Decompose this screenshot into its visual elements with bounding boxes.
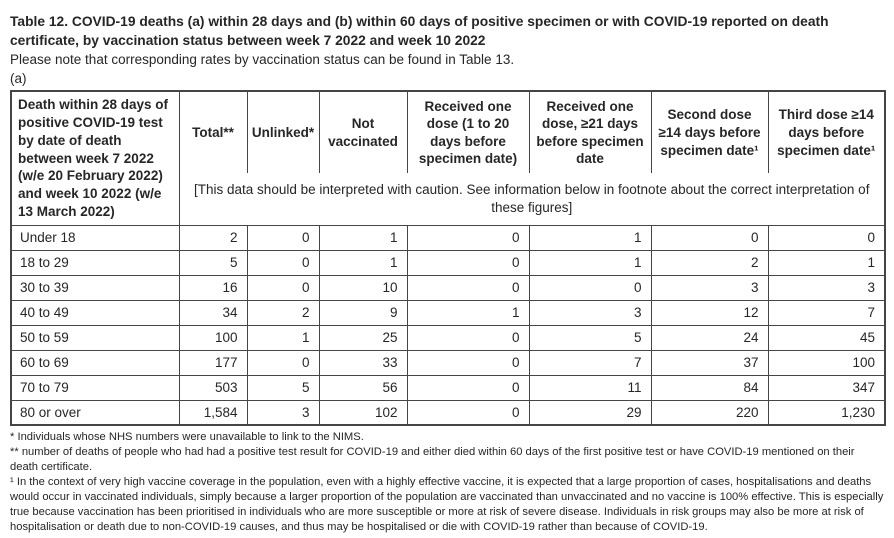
table-row: 30 to 39 16 0 10 0 0 3 3 xyxy=(10,274,886,301)
cell-second-dose: 2 xyxy=(650,249,769,276)
table-row: 70 to 79 503 5 56 0 11 84 347 xyxy=(10,374,886,401)
cell-unlinked: 0 xyxy=(246,349,320,376)
cell-not-vaccinated: 33 xyxy=(318,349,408,376)
cell-one-dose-21plus: 0 xyxy=(528,274,652,301)
cell-unlinked: 5 xyxy=(246,374,320,401)
cell-second-dose: 0 xyxy=(650,224,769,251)
cell-not-vaccinated: 56 xyxy=(318,374,408,401)
cell-not-vaccinated: 102 xyxy=(318,399,408,426)
cell-second-dose: 3 xyxy=(650,274,769,301)
cell-third-dose: 3 xyxy=(767,274,886,301)
cell-second-dose: 220 xyxy=(650,399,769,426)
row-label: 60 to 69 xyxy=(10,349,180,376)
cell-not-vaccinated: 9 xyxy=(318,299,408,326)
column-header-third-dose: Third dose ≥14 days before specimen date… xyxy=(767,91,886,174)
footnote-vaccine-context: ¹ In the context of very high vaccine co… xyxy=(10,475,884,533)
cell-total: 5 xyxy=(178,249,248,276)
column-header-one-dose-21plus: Received one dose, ≥21 days before speci… xyxy=(528,91,652,174)
panel-label: (a) xyxy=(10,71,27,87)
caution-row: [This data should be interpreted with ca… xyxy=(11,173,885,226)
cell-unlinked: 0 xyxy=(246,274,320,301)
subtitle-note: Please note that corresponding rates by … xyxy=(10,52,515,68)
cell-third-dose: 1 xyxy=(767,249,886,276)
column-header-not-vaccinated: Not vaccinated xyxy=(318,91,408,174)
column-header-total: Total** xyxy=(178,91,248,174)
cell-third-dose: 100 xyxy=(767,349,886,376)
table-row: Under 18 2 0 1 0 1 0 0 xyxy=(10,224,886,251)
row-label: Under 18 xyxy=(10,224,180,251)
row-label: 50 to 59 xyxy=(10,324,180,351)
cell-unlinked: 3 xyxy=(246,399,320,426)
cell-total: 34 xyxy=(178,299,248,326)
table-row: 18 to 29 5 0 1 0 1 2 1 xyxy=(10,249,886,276)
cell-second-dose: 84 xyxy=(650,374,769,401)
cell-total: 503 xyxy=(178,374,248,401)
cell-not-vaccinated: 10 xyxy=(318,274,408,301)
cell-third-dose: 45 xyxy=(767,324,886,351)
cell-third-dose: 347 xyxy=(767,374,886,401)
cell-one-dose-21plus: 5 xyxy=(528,324,652,351)
footnote-total: ** number of deaths of people who had ha… xyxy=(10,446,855,474)
cell-total: 100 xyxy=(178,324,248,351)
cell-unlinked: 1 xyxy=(246,324,320,351)
cell-unlinked: 0 xyxy=(246,249,320,276)
cell-one-dose-1-20: 0 xyxy=(406,324,530,351)
cell-third-dose: 0 xyxy=(767,224,886,251)
cell-second-dose: 24 xyxy=(650,324,769,351)
row-label: 80 or over xyxy=(10,399,180,426)
cell-one-dose-1-20: 0 xyxy=(406,349,530,376)
cell-one-dose-1-20: 1 xyxy=(406,299,530,326)
row-label: 18 to 29 xyxy=(10,249,180,276)
column-header-second-dose: Second dose ≥14 days before specimen dat… xyxy=(650,91,769,174)
cell-not-vaccinated: 25 xyxy=(318,324,408,351)
row-label: 70 to 79 xyxy=(10,374,180,401)
cell-total: 1,584 xyxy=(178,399,248,426)
footnote-unlinked: * Individuals whose NHS numbers were una… xyxy=(10,431,364,444)
footnotes: * Individuals whose NHS numbers were una… xyxy=(10,430,884,534)
cell-one-dose-21plus: 29 xyxy=(528,399,652,426)
table-row: 50 to 59 100 1 25 0 5 24 45 xyxy=(10,324,886,351)
cell-one-dose-21plus: 7 xyxy=(528,349,652,376)
cell-total: 177 xyxy=(178,349,248,376)
cell-one-dose-21plus: 11 xyxy=(528,374,652,401)
cell-not-vaccinated: 1 xyxy=(318,224,408,251)
column-header-one-dose-1-20: Received one dose (1 to 20 days before s… xyxy=(406,91,530,174)
page-title: Table 12. COVID-19 deaths (a) within 28 … xyxy=(10,14,829,49)
cell-total: 2 xyxy=(178,224,248,251)
cell-second-dose: 37 xyxy=(650,349,769,376)
header-row: Death within 28 days of positive COVID-1… xyxy=(10,90,886,226)
covid-deaths-table: Death within 28 days of positive COVID-1… xyxy=(10,90,886,427)
cell-one-dose-1-20: 0 xyxy=(406,374,530,401)
cell-third-dose: 1,230 xyxy=(767,399,886,426)
cell-one-dose-1-20: 0 xyxy=(406,399,530,426)
cell-one-dose-1-20: 0 xyxy=(406,224,530,251)
cell-one-dose-21plus: 3 xyxy=(528,299,652,326)
cell-unlinked: 2 xyxy=(246,299,320,326)
cell-second-dose: 12 xyxy=(650,299,769,326)
cell-total: 16 xyxy=(178,274,248,301)
table-row: 80 or over 1,584 3 102 0 29 220 1,230 xyxy=(10,399,886,426)
table-row: 40 to 49 34 2 9 1 3 12 7 xyxy=(10,299,886,326)
cell-unlinked: 0 xyxy=(246,224,320,251)
row-label: 30 to 39 xyxy=(10,274,180,301)
column-header-unlinked: Unlinked* xyxy=(246,91,320,174)
table-row: 60 to 69 177 0 33 0 7 37 100 xyxy=(10,349,886,376)
row-label: 40 to 49 xyxy=(10,299,180,326)
table-row-header: Death within 28 days of positive COVID-1… xyxy=(10,90,180,226)
cell-not-vaccinated: 1 xyxy=(318,249,408,276)
cell-one-dose-21plus: 1 xyxy=(528,249,652,276)
cell-one-dose-21plus: 1 xyxy=(528,224,652,251)
cell-one-dose-1-20: 0 xyxy=(406,274,530,301)
cell-third-dose: 7 xyxy=(767,299,886,326)
caution-note: [This data should be interpreted with ca… xyxy=(178,173,885,226)
cell-one-dose-1-20: 0 xyxy=(406,249,530,276)
